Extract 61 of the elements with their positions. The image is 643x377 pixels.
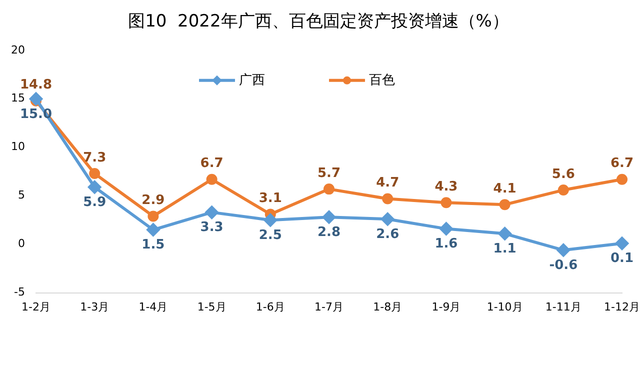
point — [440, 197, 452, 208]
y-tick-label: 10 — [10, 140, 25, 154]
data-label: 2.8 — [317, 225, 341, 240]
x-tick-label: 1-8月 — [373, 300, 402, 314]
x-tick-label: 1-11月 — [545, 300, 582, 314]
data-label: 4.7 — [376, 176, 400, 191]
data-label: 4.1 — [493, 181, 516, 196]
point — [616, 236, 629, 250]
point — [146, 223, 160, 236]
data-label: 2.5 — [258, 228, 282, 243]
x-tick-label: 1-2月 — [22, 300, 50, 314]
point — [29, 92, 42, 106]
point — [381, 212, 394, 226]
data-label: 7.3 — [83, 150, 106, 166]
data-label: 6.7 — [610, 156, 634, 172]
point — [499, 199, 510, 210]
point — [324, 184, 335, 195]
point — [616, 174, 628, 185]
x-tick-label: 1-12月 — [604, 300, 640, 314]
legend-label: 广西 — [239, 72, 266, 88]
x-tick-label: 1-3月 — [80, 300, 110, 314]
y-tick-label: 20 — [10, 43, 25, 56]
x-tick-label: 1-6月 — [256, 300, 285, 314]
data-label: 2.6 — [376, 226, 400, 242]
point — [89, 168, 100, 180]
data-label: 14.8 — [20, 78, 52, 93]
data-label: 2.9 — [142, 193, 165, 208]
point — [558, 184, 569, 196]
data-label: 3.3 — [200, 220, 224, 236]
point — [556, 244, 570, 257]
data-label: 6.7 — [200, 156, 224, 172]
data-label: 0.1 — [610, 251, 634, 266]
data-label: 1.1 — [493, 242, 516, 257]
y-tick-label: 5 — [18, 188, 25, 202]
data-label: 1.6 — [434, 236, 458, 252]
point — [498, 227, 512, 240]
data-label: 3.1 — [258, 191, 282, 206]
legend-label: 百色 — [369, 72, 396, 88]
data-label: 4.3 — [434, 180, 458, 194]
chart-title: 图10 2022年广西、百色固定资产投资增速（%） — [128, 12, 509, 32]
point — [88, 180, 102, 194]
x-tick-label: 1-9月 — [432, 300, 461, 314]
x-tick-label: 1-4月 — [138, 300, 168, 314]
point — [148, 210, 159, 222]
point — [322, 210, 336, 224]
data-label: 5.6 — [552, 166, 575, 182]
x-tick-label: 1-5月 — [197, 300, 226, 314]
point — [440, 222, 453, 236]
x-tick-label: 1-7月 — [314, 300, 344, 314]
data-label: 1.5 — [142, 238, 165, 253]
point — [206, 174, 218, 185]
x-tick-label: 1-10月 — [486, 300, 523, 314]
point — [205, 206, 218, 219]
y-tick-label: 15 — [10, 92, 25, 105]
y-tick-label: 0 — [18, 237, 25, 250]
point — [264, 214, 277, 227]
y-tick-label: -5 — [14, 286, 25, 299]
data-label: 5.7 — [317, 166, 341, 181]
point — [382, 193, 394, 204]
data-label: -0.6 — [549, 258, 578, 274]
data-label: 5.9 — [83, 194, 106, 210]
